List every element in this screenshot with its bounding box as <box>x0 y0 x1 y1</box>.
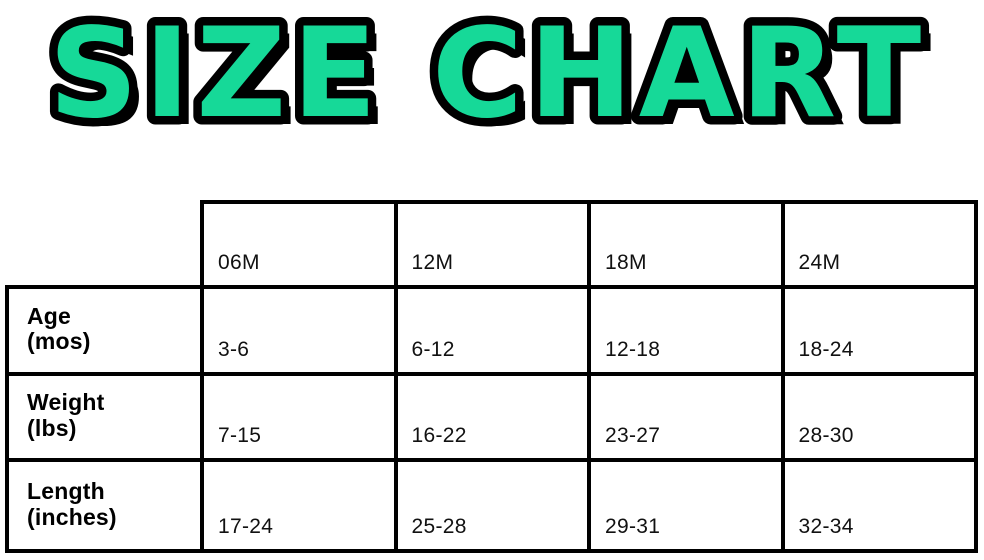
table-cell: 28-30 <box>785 376 975 459</box>
table-cell: 17-24 <box>204 462 398 549</box>
title-outline-layer: SIZE CHART <box>49 2 927 146</box>
table-row: Weight (lbs) 7-15 16-22 23-27 28-30 <box>9 375 975 463</box>
cell-value: 28-30 <box>798 424 854 448</box>
cell-value: 18-24 <box>798 337 854 361</box>
table-cell: 3-6 <box>204 289 398 372</box>
table-cell: 29-31 <box>591 462 785 549</box>
table-row: Length (inches) 17-24 25-28 29-31 32-34 <box>9 462 974 549</box>
cell-value: 25-28 <box>411 514 467 538</box>
row-header-unit: (lbs) <box>27 414 77 441</box>
row-header-unit: (inches) <box>27 503 117 530</box>
table-cell: 25-28 <box>398 462 591 549</box>
column-header-18m: 18M <box>591 204 785 285</box>
column-header-label: 12M <box>411 251 454 274</box>
row-header-unit: (mos) <box>27 328 91 355</box>
cell-value: 6-12 <box>411 337 455 361</box>
column-header-label: 18M <box>605 251 647 274</box>
row-header-name: Age <box>27 302 72 329</box>
table-row: Age (mos) 3-6 6-12 12-18 18-24 <box>9 289 974 376</box>
column-header-06m: 06M <box>204 204 398 285</box>
table-cell: 12-18 <box>591 289 785 372</box>
table-cell: 23-27 <box>591 375 785 459</box>
table-cell: 6-12 <box>398 289 591 372</box>
column-header-label: 06M <box>218 251 260 274</box>
row-header-length: Length (inches) <box>9 462 204 549</box>
cell-value: 12-18 <box>605 337 661 361</box>
cell-value: 16-22 <box>411 424 467 448</box>
cell-value: 29-31 <box>605 514 661 538</box>
cell-value: 32-34 <box>798 514 854 538</box>
column-header-12m: 12M <box>397 204 591 285</box>
row-header-age: Age (mos) <box>9 289 204 372</box>
title-shadow-layer: SIZE CHART <box>59 10 937 152</box>
row-header-name: Weight <box>27 389 105 416</box>
table-cell: 7-15 <box>204 375 398 459</box>
table-cell: 18-24 <box>785 289 975 372</box>
cell-value: 23-27 <box>605 424 661 448</box>
title-graphic: SIZE CHART SIZE CHART SIZE CHART <box>40 2 937 152</box>
title-fill-layer: SIZE CHART <box>49 2 927 146</box>
column-header-24m: 24M <box>784 204 974 285</box>
table-cell: 32-34 <box>785 462 975 549</box>
table-header-row: 06M 12M 18M 24M <box>200 200 978 285</box>
cell-value: 17-24 <box>218 514 274 538</box>
row-header-name: Length <box>27 477 105 504</box>
table-cell: 16-22 <box>398 375 591 459</box>
column-header-label: 24M <box>798 251 841 274</box>
row-header-weight: Weight (lbs) <box>9 375 204 459</box>
page-title: SIZE CHART SIZE CHART SIZE CHART <box>0 0 984 160</box>
cell-value: 7-15 <box>218 424 262 448</box>
cell-value: 3-6 <box>218 337 250 361</box>
table-body: Age (mos) 3-6 6-12 12-18 18-24 Weig <box>5 285 978 553</box>
